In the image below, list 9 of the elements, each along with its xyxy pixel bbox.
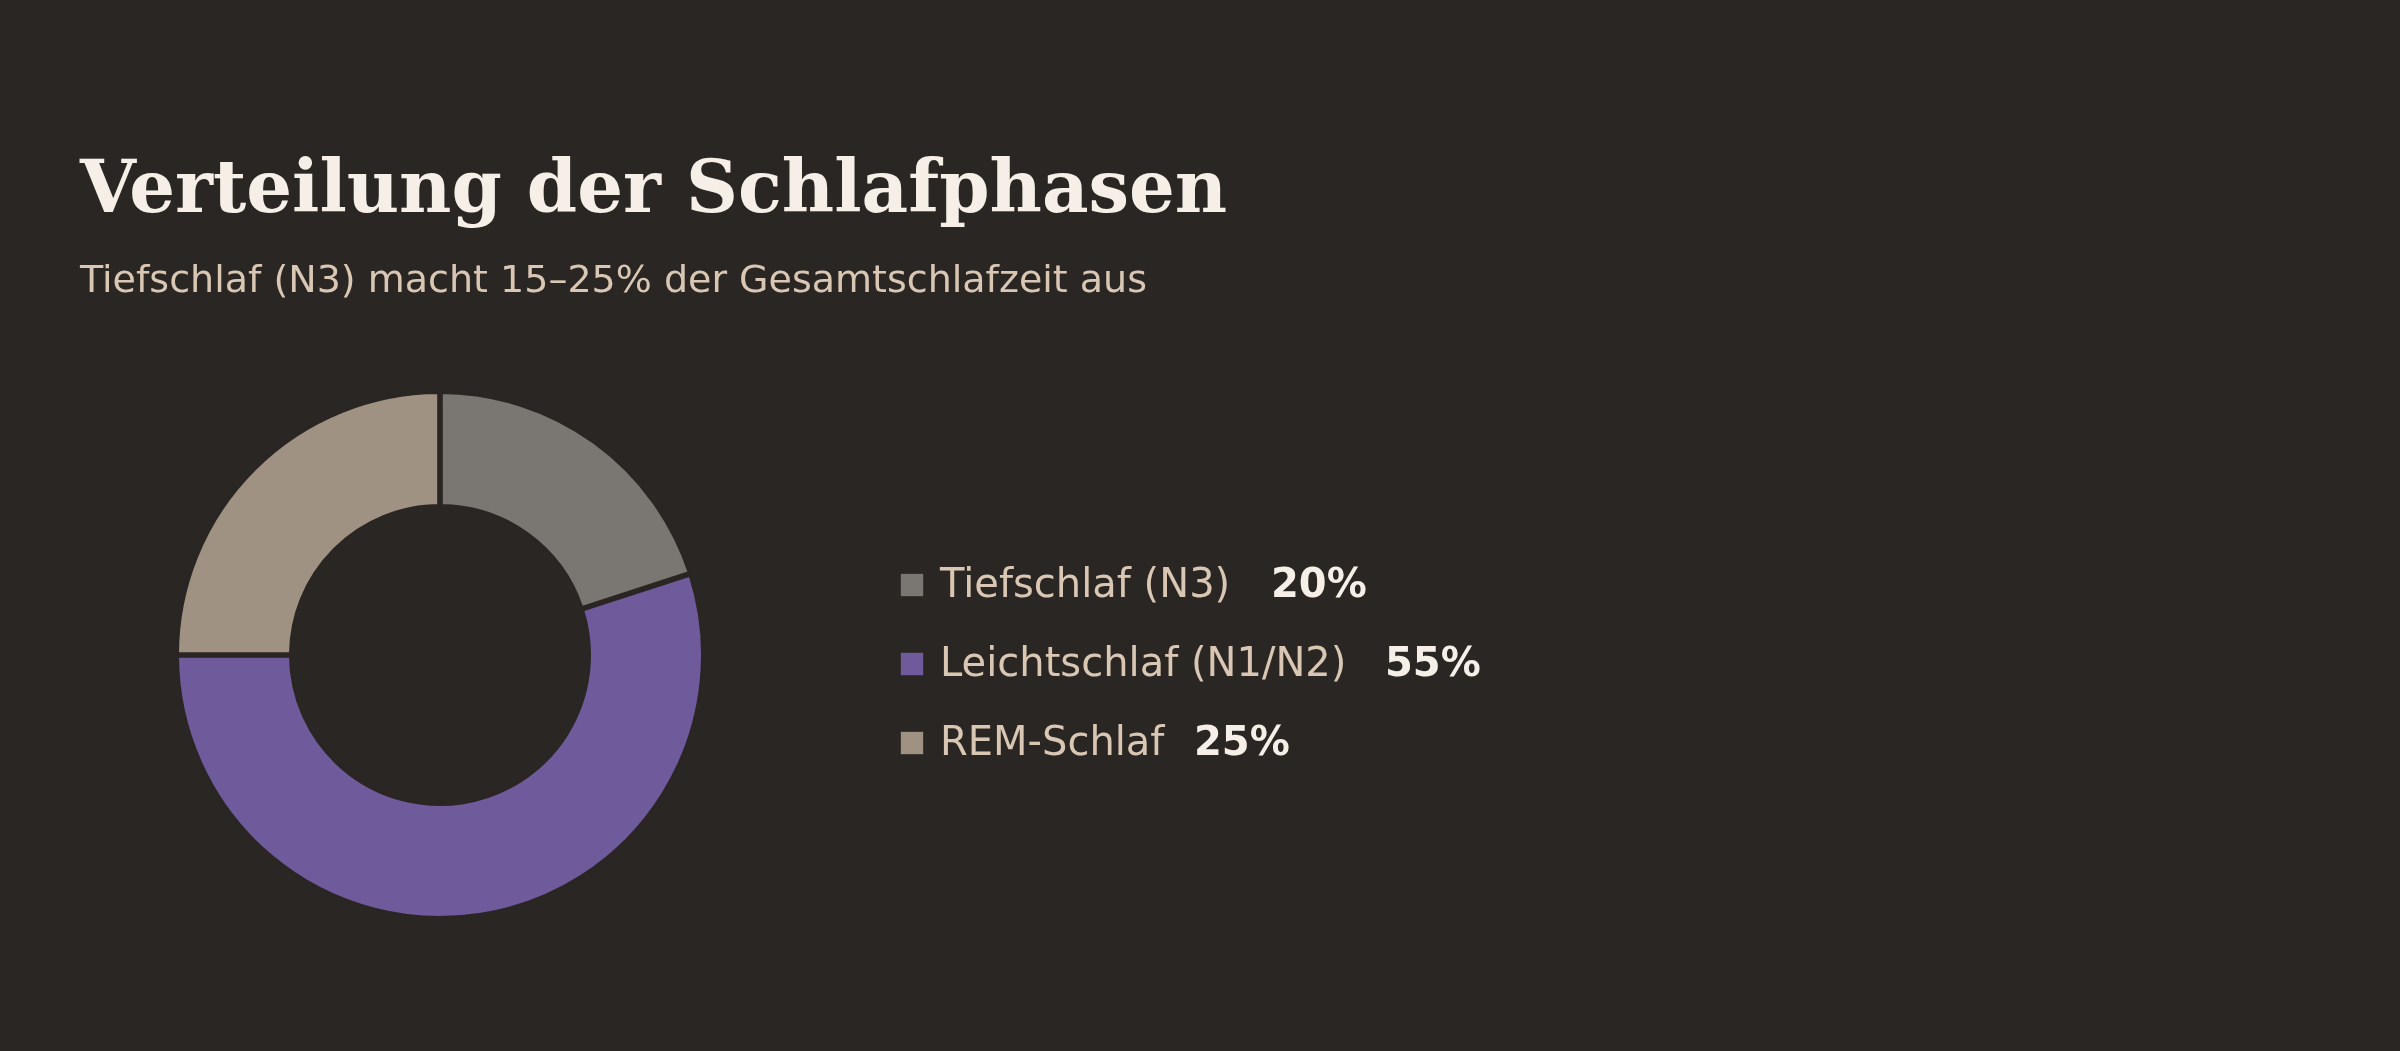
legend-label: REM-Schlaf xyxy=(940,718,1166,764)
data-label: 25% xyxy=(1194,718,1290,764)
data-label: 55% xyxy=(1385,639,1481,685)
legend-label: Tiefschlaf (N3) xyxy=(939,560,1231,606)
chart-subtitle: Tiefschlaf (N3) macht 15–25% der Gesamtschlafzeit aus xyxy=(79,257,1147,301)
data-label: 20% xyxy=(1271,560,1367,606)
chart-title: Verteilung der Schlafphasen xyxy=(79,144,1228,229)
legend-label: Leichtschlaf (N1/N2) xyxy=(940,639,1347,685)
donut-slice xyxy=(177,392,440,655)
